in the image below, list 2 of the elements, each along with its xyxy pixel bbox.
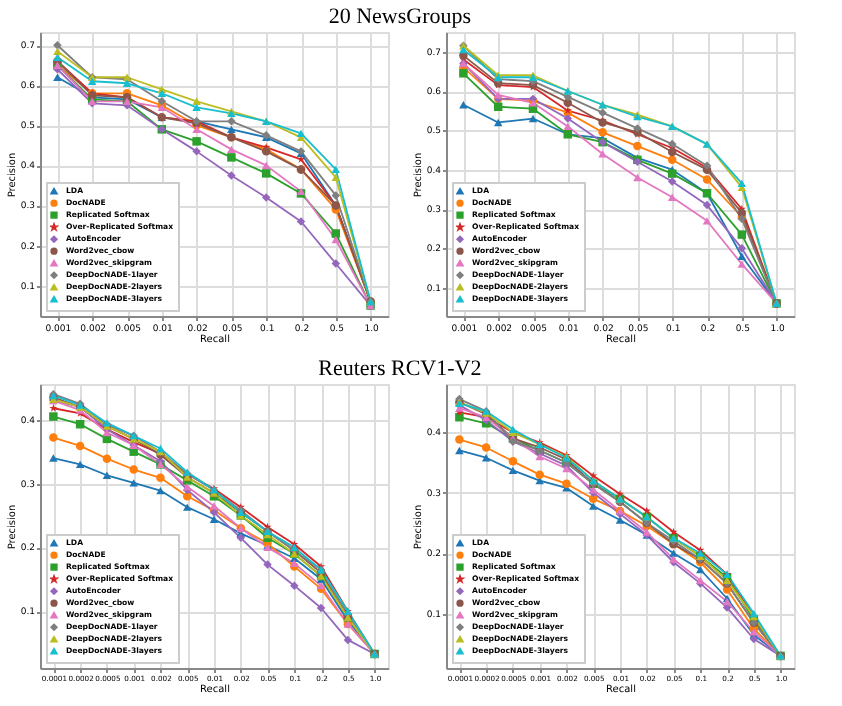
- chart-title: Reuters RCV1-V2: [318, 357, 482, 381]
- chart-title: 20 NewsGroups: [328, 5, 472, 29]
